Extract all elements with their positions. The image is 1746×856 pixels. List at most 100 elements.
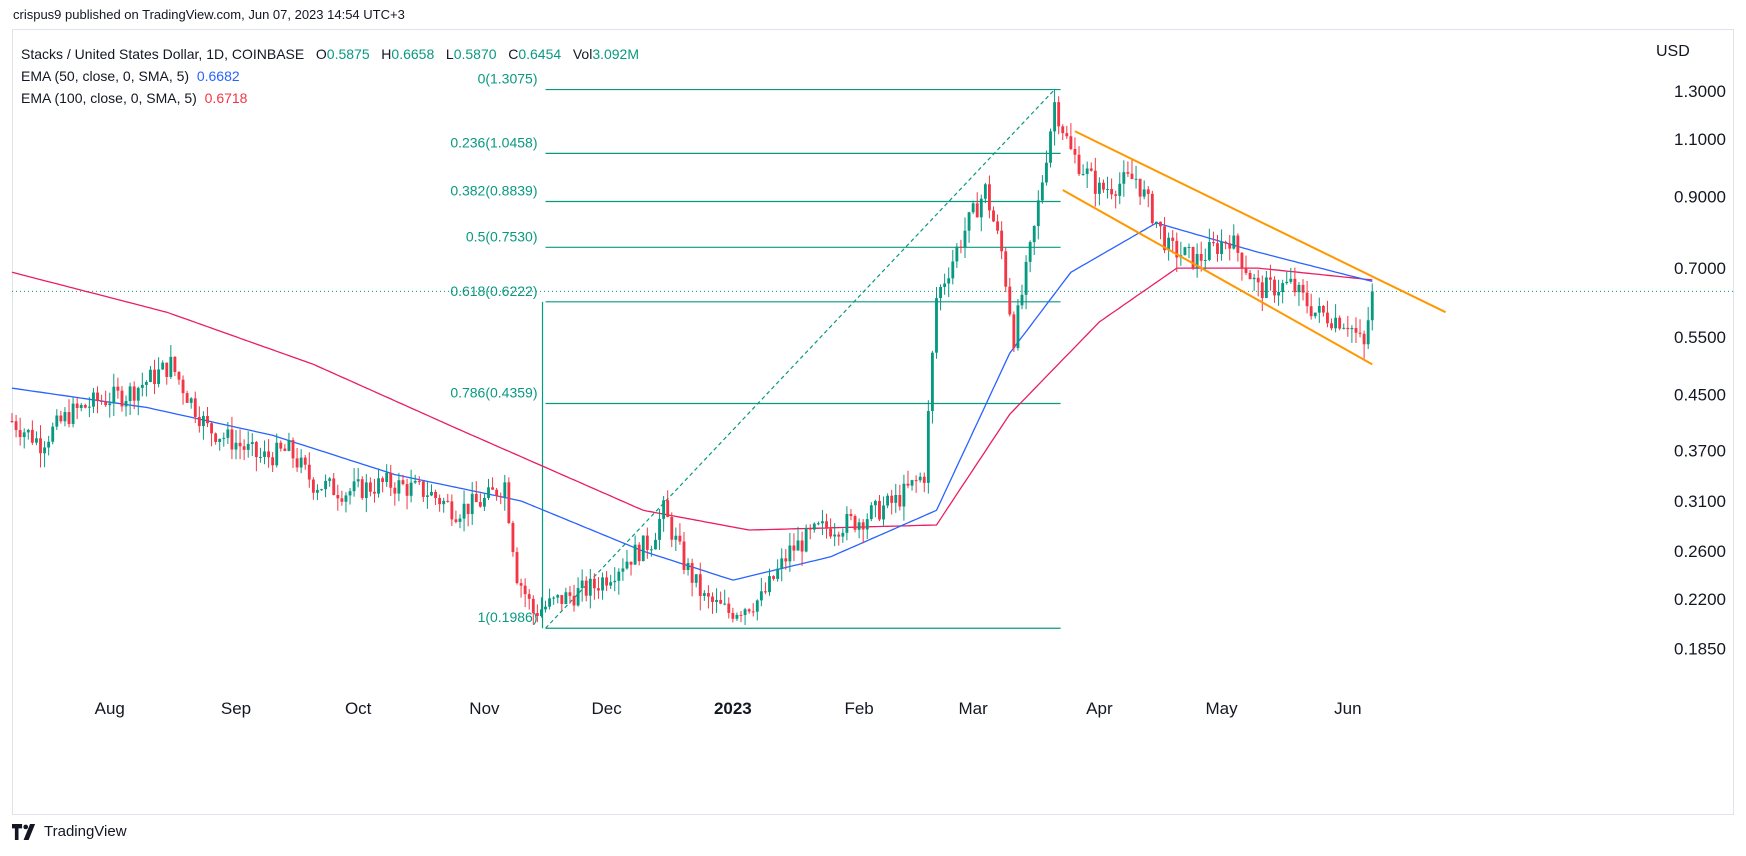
candle-body [1004, 251, 1008, 287]
currency-label[interactable]: USD [1656, 43, 1690, 60]
ema100-row[interactable]: EMA (100, close, 0, SMA, 5) 0.6718 [21, 87, 639, 109]
candle-body [759, 591, 763, 601]
low-label: L [445, 46, 454, 62]
candle-body [299, 457, 303, 468]
candle-body [478, 502, 482, 507]
candle-body [935, 298, 938, 353]
candle-body [1008, 286, 1012, 315]
candle-body [1362, 333, 1366, 345]
candle-body [967, 212, 971, 231]
candle-body [234, 442, 238, 450]
candle-body [165, 362, 169, 377]
candle-body [625, 561, 629, 569]
candle-body [755, 600, 759, 612]
ema50-row[interactable]: EMA (50, close, 0, SMA, 5) 0.6682 [21, 65, 639, 87]
candle-body [67, 412, 71, 424]
candle-body [686, 563, 690, 570]
candle-body [487, 487, 490, 498]
candle-body [580, 580, 584, 589]
candle-body [808, 528, 812, 530]
candle-body [1252, 277, 1256, 280]
candle-body [47, 441, 51, 448]
candle-body [617, 571, 621, 581]
candle-body [267, 451, 271, 458]
candle-body [263, 451, 266, 457]
candle-body [1154, 221, 1158, 224]
candle-body [373, 491, 376, 494]
candle-body [43, 447, 47, 454]
candle-body [605, 577, 609, 586]
candle-body [914, 480, 918, 482]
x-axis-tick-label: Sep [221, 699, 251, 718]
footer-brand-text: TradingView [44, 823, 127, 840]
candle-body [1191, 246, 1195, 268]
candle-body [100, 400, 104, 402]
fib-level-label: 0(1.3075) [478, 71, 538, 87]
candle-body [320, 489, 323, 491]
candle-body [1269, 277, 1272, 280]
candle-body [161, 362, 165, 370]
candle-body [1020, 294, 1024, 306]
publication-header: crispus9 published on TradingView.com, J… [13, 7, 405, 22]
close-value: 0.6454 [518, 46, 562, 62]
candle-body [1159, 221, 1162, 227]
candle-body [1053, 102, 1057, 132]
candle-body [1346, 327, 1350, 330]
fib-level-label: 0.236(1.0458) [450, 134, 537, 150]
candle-body [1236, 235, 1240, 253]
candle-body [922, 476, 926, 483]
x-axis-tick-label: Jun [1334, 699, 1361, 718]
ema50-line [11, 222, 1373, 581]
symbol-row[interactable]: Stacks / United States Dollar, 1D, COINB… [21, 43, 639, 65]
candle-body [768, 576, 771, 593]
candle-body [377, 478, 380, 494]
candle-body [259, 456, 262, 458]
y-axis-tick-label: 0.3100 [1674, 492, 1726, 511]
fib-level-label: 1(0.1986) [478, 609, 538, 625]
candle-body [1354, 328, 1358, 333]
candle-body [1216, 243, 1219, 254]
candle-body [75, 403, 79, 409]
candle-body [511, 522, 515, 553]
candle-body [955, 246, 959, 262]
candle-body [963, 230, 967, 248]
candle-body [421, 481, 425, 497]
candle-body [226, 429, 230, 438]
candle-body [584, 580, 588, 596]
candle-body [910, 480, 914, 486]
candle-body [829, 528, 833, 537]
candle-body [1317, 306, 1321, 313]
candle-body [873, 500, 877, 506]
candle-body [1195, 253, 1199, 268]
candle-body [442, 500, 446, 505]
candle-body [983, 184, 987, 199]
candle-body [295, 458, 299, 468]
candle-body [35, 438, 38, 443]
candle-body [185, 393, 189, 403]
high-label: H [381, 46, 392, 62]
footer-branding[interactable]: TradingView [12, 823, 127, 840]
candle-body [943, 283, 947, 287]
candle-body [316, 489, 319, 493]
candle-body [1102, 182, 1105, 190]
x-axis-tick-label: 2023 [714, 699, 752, 718]
candle-body [1175, 240, 1179, 258]
candle-body [1240, 252, 1244, 269]
candle-body [1097, 182, 1101, 194]
candle-body [979, 198, 983, 218]
candle-body [902, 483, 906, 507]
candle-body [1093, 170, 1097, 194]
candle-body [878, 500, 881, 520]
candle-body [1045, 162, 1048, 183]
candle-body [495, 489, 499, 497]
candle-body [1085, 168, 1089, 175]
candle-body [124, 401, 128, 407]
candle-body [906, 483, 910, 486]
volume-label: Vol [572, 46, 593, 62]
fib-trend-line [545, 89, 1056, 629]
candle-body [1289, 278, 1293, 282]
candle-body [254, 442, 258, 458]
candle-body [140, 384, 144, 388]
candle-body [499, 496, 503, 498]
